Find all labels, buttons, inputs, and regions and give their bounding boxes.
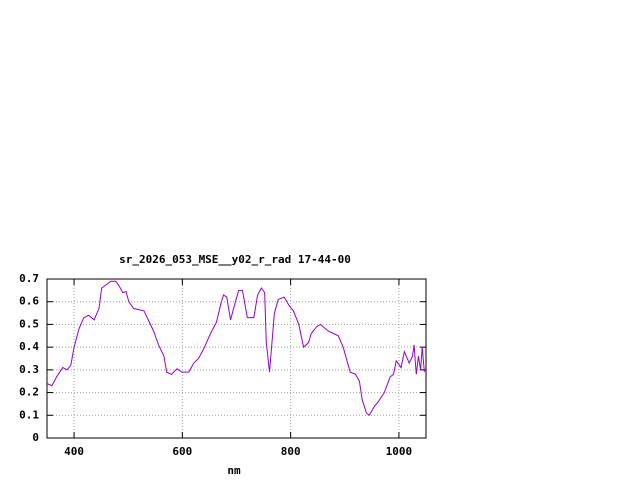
y-tick-label: 0.3: [19, 363, 39, 376]
y-tick-label: 0.7: [19, 272, 39, 285]
chart-title: sr_2026_053_MSE__y02_r_rad 17-44-00: [119, 253, 351, 266]
x-axis-label: nm: [227, 464, 241, 477]
x-tick-label: 1000: [386, 445, 413, 458]
y-tick-label: 0.4: [19, 340, 39, 353]
y-tick-label: 0.2: [19, 386, 39, 399]
x-tick-label: 400: [64, 445, 84, 458]
y-tick-label: 0.1: [19, 408, 39, 421]
y-tick-label: 0.5: [19, 317, 39, 330]
x-tick-label: 600: [172, 445, 192, 458]
y-tick-label: 0: [32, 431, 39, 444]
y-tick-label: 0.6: [19, 295, 39, 308]
x-tick-label: 800: [281, 445, 301, 458]
plot-border: [46, 278, 427, 439]
data-line: [46, 280, 425, 417]
